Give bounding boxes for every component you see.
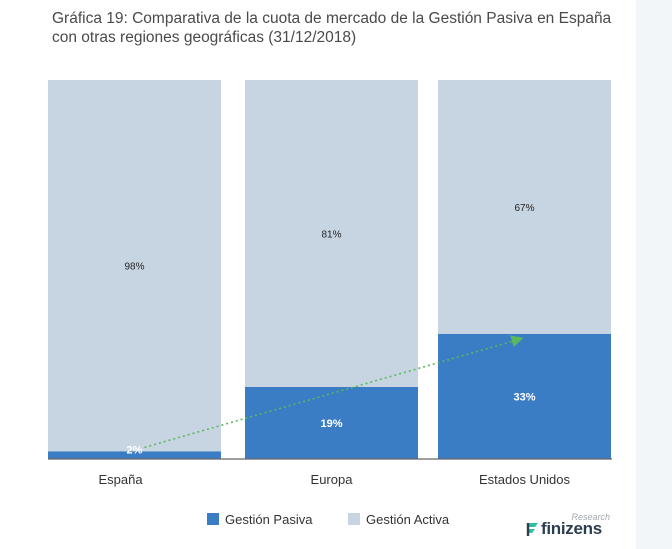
- label-activa-espana: 98%: [124, 262, 144, 273]
- legend-label-activa: Gestión Activa: [366, 512, 450, 527]
- legend-label-pasiva: Gestión Pasiva: [225, 512, 313, 527]
- side-panel: [636, 0, 672, 549]
- label-activa-europa: 81%: [321, 229, 341, 240]
- chart-title: Gráfica 19: Comparativa de la cuota de m…: [52, 10, 612, 46]
- x-tick-europa: Europa: [311, 472, 354, 487]
- bar-pasiva-europa: [245, 386, 418, 459]
- x-tick-estados-unidos: Estados Unidos: [479, 472, 571, 487]
- trend-arrow-head: [510, 335, 524, 348]
- label-activa-estados-unidos: 67%: [514, 203, 534, 214]
- label-pasiva-espana: 2%: [127, 444, 143, 456]
- trend-arrow-line: [144, 339, 516, 449]
- label-pasiva-europa: 19%: [320, 418, 342, 430]
- x-tick-espana: España: [98, 472, 143, 487]
- logo-tagline: Research: [571, 512, 610, 522]
- logo-brand: finizens: [541, 519, 602, 538]
- label-pasiva-estados-unidos: 33%: [513, 391, 535, 403]
- bar-activa-estados-unidos: [438, 80, 611, 334]
- bar-activa-europa: [245, 80, 418, 387]
- legend-swatch-activa: [348, 513, 360, 525]
- finizens-mark-icon: [526, 523, 538, 536]
- bar-activa-espana: [48, 80, 221, 452]
- bar-pasiva-espana: [48, 451, 221, 459]
- legend-swatch-pasiva: [207, 513, 219, 525]
- finizens-logo: Research finizens: [522, 512, 622, 542]
